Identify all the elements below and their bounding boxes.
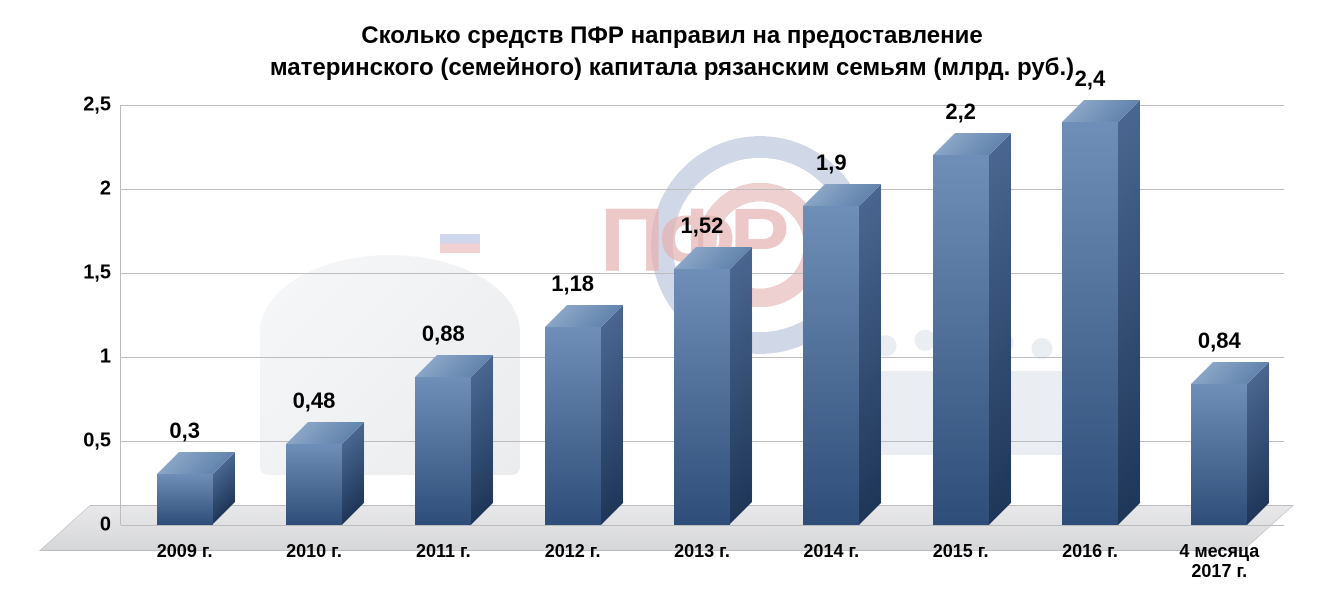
- bar-3d: 2,2: [933, 155, 989, 525]
- bar-front-face: [803, 206, 859, 525]
- y-tick-label: 0,5: [71, 429, 111, 452]
- bar-value-label: 1,52: [681, 213, 724, 239]
- bar-3d: 0,3: [157, 474, 213, 524]
- chart-area: ПФР 00,511,522,5 0,30,480,881,181,521,92…: [40, 105, 1304, 585]
- chart-title: Сколько средств ПФР направил на предоста…: [40, 20, 1304, 85]
- title-line-1: Сколько средств ПФР направил на предоста…: [361, 22, 982, 49]
- bar-value-label: 0,3: [169, 418, 200, 444]
- y-tick-label: 1: [71, 345, 111, 368]
- bar-3d: 2,4: [1062, 122, 1118, 525]
- bar-slot: 0,3: [120, 105, 249, 525]
- bar-slot: 1,9: [767, 105, 896, 525]
- bar-slot: 2,2: [896, 105, 1025, 525]
- bar-front-face: [286, 444, 342, 525]
- x-axis-label: 2014 г.: [767, 535, 896, 585]
- bar-front-face: [415, 377, 471, 525]
- bar-3d: 1,52: [674, 269, 730, 524]
- bar-side-face: [730, 247, 752, 524]
- bar-3d: 0,48: [286, 444, 342, 525]
- bar-side-face: [1247, 362, 1269, 525]
- bar-3d: 1,18: [545, 327, 601, 525]
- bar-slot: 0,84: [1155, 105, 1284, 525]
- bar-value-label: 1,18: [551, 271, 594, 297]
- bar-value-label: 2,4: [1075, 66, 1106, 92]
- bar-slot: 0,88: [379, 105, 508, 525]
- chart-container: Сколько средств ПФР направил на предоста…: [0, 0, 1344, 607]
- x-axis-label: 2010 г.: [249, 535, 378, 585]
- y-tick-label: 2,5: [71, 93, 111, 116]
- y-tick-label: 2: [71, 177, 111, 200]
- bar-side-face: [1118, 100, 1140, 525]
- title-line-2: материнского (семейного) капитала рязанс…: [270, 54, 1074, 81]
- bar-3d: 1,9: [803, 206, 859, 525]
- bar-value-label: 1,9: [816, 150, 847, 176]
- x-axis-label: 2012 г.: [508, 535, 637, 585]
- plot-area: 00,511,522,5 0,30,480,881,181,521,92,22,…: [120, 105, 1284, 525]
- bar-slot: 1,52: [637, 105, 766, 525]
- x-axis-label: 2011 г.: [379, 535, 508, 585]
- x-axis-label: 2009 г.: [120, 535, 249, 585]
- gridline: [121, 525, 1284, 526]
- bar-slot: 0,48: [249, 105, 378, 525]
- bars-group: 0,3 0,48 0,88 1,18 1,52 1,9 2,2 2,4 0,84: [120, 105, 1284, 525]
- bar-value-label: 0,48: [293, 388, 336, 414]
- bar-side-face: [859, 184, 881, 525]
- x-axis-label: 2016 г.: [1025, 535, 1154, 585]
- bar-side-face: [471, 355, 493, 525]
- x-axis-labels: 2009 г.2010 г.2011 г.2012 г.2013 г.2014 …: [120, 535, 1284, 585]
- bar-value-label: 0,84: [1198, 328, 1241, 354]
- x-axis-label: 2013 г.: [637, 535, 766, 585]
- bar-front-face: [545, 327, 601, 525]
- bar-value-label: 2,2: [945, 99, 976, 125]
- bar-front-face: [674, 269, 730, 524]
- bar-3d: 0,84: [1191, 384, 1247, 525]
- y-tick-label: 0: [71, 513, 111, 536]
- bar-value-label: 0,88: [422, 321, 465, 347]
- x-axis-label: 4 месяца2017 г.: [1155, 535, 1284, 585]
- x-axis-label: 2015 г.: [896, 535, 1025, 585]
- bar-front-face: [1062, 122, 1118, 525]
- y-tick-label: 1,5: [71, 261, 111, 284]
- bar-side-face: [601, 305, 623, 525]
- bar-3d: 0,88: [415, 377, 471, 525]
- bar-front-face: [933, 155, 989, 525]
- bar-front-face: [1191, 384, 1247, 525]
- bar-slot: 2,4: [1025, 105, 1154, 525]
- bar-side-face: [989, 133, 1011, 525]
- bar-slot: 1,18: [508, 105, 637, 525]
- bar-front-face: [157, 474, 213, 524]
